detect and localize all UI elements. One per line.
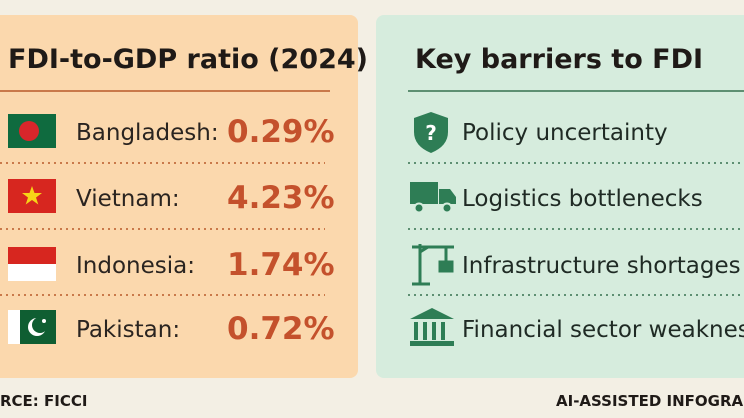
barrier-item: Policy uncertainty [462, 120, 668, 146]
barrier-item: Logistics bottlenecks [462, 186, 703, 212]
flag-vietnam [8, 179, 56, 213]
ratio-value: 1.74% [227, 247, 335, 283]
country-name: Vietnam: [76, 186, 180, 212]
country-name: Indonesia: [76, 253, 195, 279]
bank-icon [410, 308, 454, 346]
flag-pakistan [8, 310, 56, 344]
country-name: Bangladesh: [76, 120, 219, 146]
barrier-item: Financial sector weaknesse [462, 317, 744, 343]
barrier-item: Infrastructure shortages [462, 253, 741, 279]
flag-bangladesh [8, 114, 56, 148]
ratio-value: 4.23% [227, 180, 335, 216]
crane-icon [412, 244, 454, 286]
left-title: FDI-to-GDP ratio (2024) [8, 44, 368, 75]
truck-icon [410, 182, 456, 214]
shield-icon: ? [414, 112, 448, 153]
source: RCE: FICCI [0, 392, 87, 410]
country-name: Pakistan: [76, 317, 180, 343]
flag-indonesia [8, 247, 56, 281]
left-panel [0, 15, 358, 378]
right-title: Key barriers to FDI [415, 44, 703, 75]
ratio-value: 0.72% [227, 311, 335, 347]
credit: AI-ASSISTED INFOGRAP [556, 392, 744, 410]
right-panel [376, 15, 744, 378]
svg-text:?: ? [425, 121, 437, 145]
separators [0, 162, 744, 296]
ratio-value: 0.29% [227, 114, 335, 150]
